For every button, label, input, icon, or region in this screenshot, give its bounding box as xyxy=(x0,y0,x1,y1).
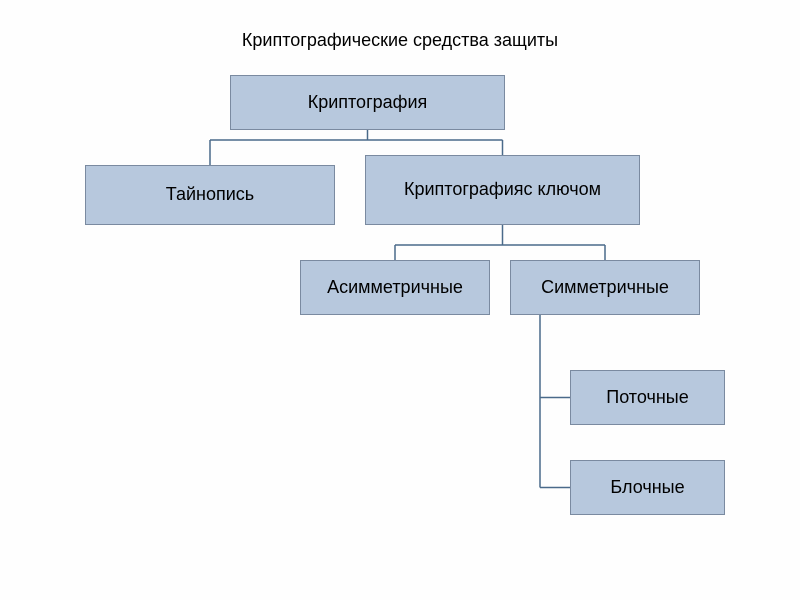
node-secret: Тайнопись xyxy=(85,165,335,225)
node-block: Блочные xyxy=(570,460,725,515)
node-asym: Асимметричные xyxy=(300,260,490,315)
node-root: Криптография xyxy=(230,75,505,130)
node-stream: Поточные xyxy=(570,370,725,425)
node-keycrypto: Криптографияс ключом xyxy=(365,155,640,225)
diagram-title: Криптографические средства защиты xyxy=(0,30,800,51)
node-sym: Симметричные xyxy=(510,260,700,315)
